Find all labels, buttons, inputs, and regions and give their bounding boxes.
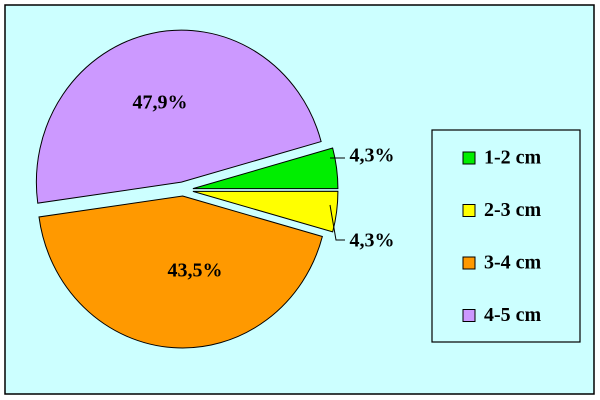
- legend-label: 1-2 cm: [484, 147, 542, 169]
- data-label: 4,3%: [350, 145, 395, 167]
- legend-swatch: [462, 256, 476, 270]
- data-label: 4,3%: [350, 230, 395, 252]
- legend-box: [431, 129, 581, 343]
- legend-label: 3-4 cm: [484, 252, 542, 274]
- legend-swatch: [462, 151, 476, 165]
- data-label: 43,5%: [168, 260, 223, 282]
- legend-swatch: [462, 309, 476, 322]
- leader-line: [329, 204, 345, 241]
- pie-slice: [192, 190, 339, 233]
- legend-label: 4-5 cm: [484, 304, 542, 326]
- pie-slice: [192, 147, 339, 190]
- pie-slice: [38, 195, 323, 349]
- legend-label: 2-3 cm: [484, 199, 542, 221]
- data-label: 47,9%: [133, 92, 188, 114]
- legend-swatch: [462, 204, 476, 217]
- pie-slice: [35, 29, 322, 204]
